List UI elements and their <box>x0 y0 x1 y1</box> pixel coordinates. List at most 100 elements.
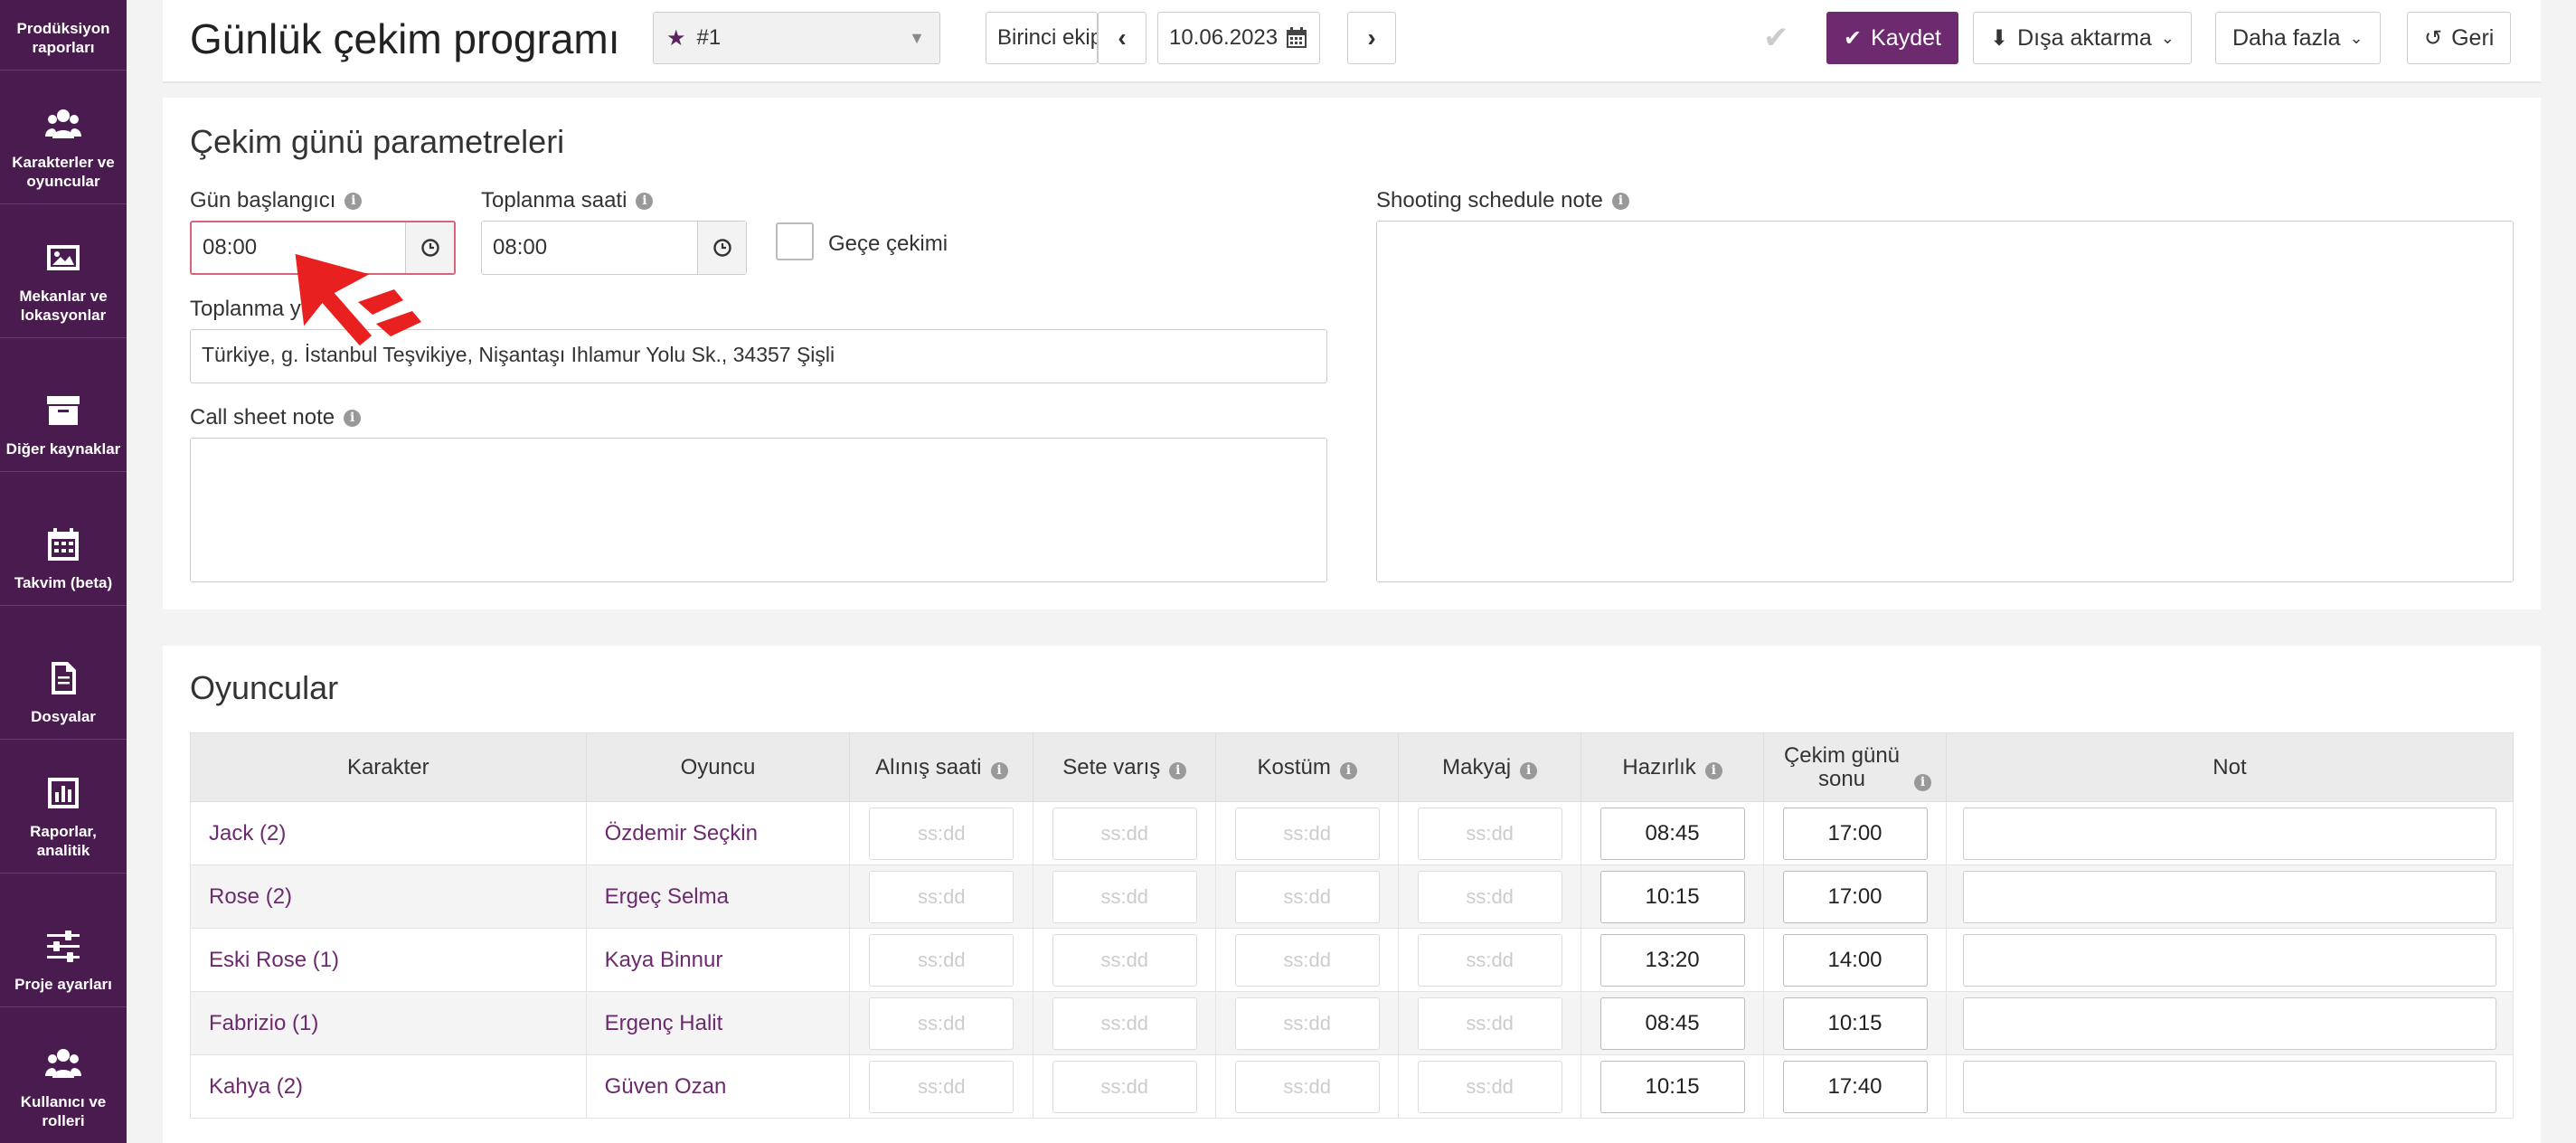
info-icon[interactable]: i <box>344 192 363 210</box>
chevron-down-icon: ⌄ <box>2160 28 2175 47</box>
actor-link[interactable]: Özdemir Seçkin <box>604 820 758 845</box>
star-icon: ★ <box>666 25 686 51</box>
column-header[interactable]: Not <box>1945 732 2515 802</box>
set-arrival-input[interactable]: ss:dd <box>1052 1060 1197 1113</box>
sidebar-item-calendar[interactable]: Takvim (beta) <box>0 472 127 606</box>
costume-input[interactable]: ss:dd <box>1234 1060 1380 1113</box>
back-button[interactable]: ↺ Geri <box>2407 12 2512 64</box>
pickup-time-input[interactable]: ss:dd <box>869 933 1014 987</box>
save-button[interactable]: ✔ Kaydet <box>1826 12 1958 64</box>
character-link[interactable]: Kahya (2) <box>209 1073 304 1099</box>
makeup-input[interactable]: ss:dd <box>1417 1060 1562 1113</box>
pickup-time-input[interactable]: ss:dd <box>869 997 1014 1050</box>
costume-input[interactable]: ss:dd <box>1234 933 1380 987</box>
actor-link[interactable]: Ergeç Selma <box>604 883 729 909</box>
clock-icon[interactable] <box>697 222 746 274</box>
sidebar-item-characters[interactable]: Karakterler ve oyuncular <box>0 71 127 204</box>
info-icon[interactable]: i <box>1169 761 1187 779</box>
character-link[interactable]: Fabrizio (1) <box>209 1010 319 1035</box>
note-input[interactable] <box>1962 933 2496 987</box>
actor-link[interactable]: Kaya Binnur <box>604 947 723 972</box>
version-select[interactable]: ★ #1 ▼ <box>653 12 940 64</box>
info-icon[interactable]: i <box>636 192 654 210</box>
column-header[interactable]: Çekim günü sonu i <box>1763 732 1947 802</box>
prev-date-button[interactable]: ‹ <box>1098 12 1146 64</box>
column-header-label: Kostüm <box>1257 754 1331 779</box>
note-input[interactable] <box>1962 997 2496 1050</box>
actor-cell: Özdemir Seçkin <box>585 801 850 865</box>
export-button[interactable]: ⬇ Dışa aktarma ⌄ <box>1973 12 2192 64</box>
clock-icon[interactable] <box>405 222 454 273</box>
note-input[interactable] <box>1962 1060 2496 1113</box>
sidebar-item-reports[interactable]: Raporlar, analitik <box>0 740 127 874</box>
column-header[interactable]: Kostüm i <box>1215 732 1400 802</box>
day-end-input[interactable]: 17:00 <box>1782 870 1928 923</box>
section-title: Çekim günü parametreleri <box>190 123 565 160</box>
set-arrival-input[interactable]: ss:dd <box>1052 997 1197 1050</box>
set-arrival-input[interactable]: ss:dd <box>1052 807 1197 860</box>
table-row: Jack (2) Özdemir Seçkin ss:dd ss:dd ss:dd ss:… <box>190 801 2515 865</box>
info-icon[interactable]: i <box>1339 761 1357 779</box>
info-icon[interactable]: i <box>1914 773 1931 791</box>
note-input[interactable] <box>1962 870 2496 923</box>
column-header[interactable]: Oyuncu <box>585 732 851 802</box>
info-icon[interactable]: i <box>990 761 1008 779</box>
prep-time-input[interactable]: 10:15 <box>1599 1060 1745 1113</box>
character-link[interactable]: Rose (2) <box>209 883 293 909</box>
column-header[interactable]: Sete varış i <box>1033 732 1217 802</box>
costume-input[interactable]: ss:dd <box>1234 870 1380 923</box>
column-header[interactable]: Karakter <box>190 732 587 802</box>
prep-time-input[interactable]: 08:45 <box>1599 807 1745 860</box>
prep-time-input[interactable]: 10:15 <box>1599 870 1745 923</box>
night-shoot-checkbox[interactable] <box>776 222 814 260</box>
prep-cell: 08:45 <box>1581 991 1764 1055</box>
actor-cell: Ergenç Halit <box>585 991 850 1055</box>
character-cell: Eski Rose (1) <box>190 928 587 992</box>
team-select[interactable]: Birinci ekip <box>986 12 1098 64</box>
call-sheet-note-textarea[interactable] <box>190 438 1327 582</box>
costume-input[interactable]: ss:dd <box>1234 997 1380 1050</box>
prep-time-input[interactable]: 08:45 <box>1599 997 1745 1050</box>
info-icon[interactable]: i <box>344 409 362 427</box>
date-input[interactable]: 10.06.2023 <box>1157 12 1320 64</box>
day-end-input[interactable]: 17:00 <box>1782 807 1928 860</box>
column-header[interactable]: Alınış saati i <box>849 732 1034 802</box>
column-header[interactable]: Makyaj i <box>1398 732 1582 802</box>
gathering-time-input[interactable]: 08:00 <box>481 221 747 275</box>
note-input[interactable] <box>1962 807 2496 860</box>
sidebar-item-other-resources[interactable]: Diğer kaynaklar <box>0 338 127 472</box>
pickup-time-input[interactable]: ss:dd <box>869 807 1014 860</box>
makeup-input[interactable]: ss:dd <box>1417 933 1562 987</box>
info-icon[interactable]: i <box>1704 761 1722 779</box>
sidebar-item-project-settings[interactable]: Proje ayarları <box>0 874 127 1007</box>
set-arrival-input[interactable]: ss:dd <box>1052 870 1197 923</box>
makeup-input[interactable]: ss:dd <box>1417 807 1562 860</box>
pickup-time-input[interactable]: ss:dd <box>869 1060 1014 1113</box>
info-icon[interactable]: i <box>1520 761 1538 779</box>
prep-time-input[interactable]: 13:20 <box>1599 933 1745 987</box>
day-end-input[interactable]: 14:00 <box>1782 933 1928 987</box>
costume-input[interactable]: ss:dd <box>1234 807 1380 860</box>
character-link[interactable]: Jack (2) <box>209 820 287 845</box>
calendar-icon[interactable] <box>1285 26 1308 50</box>
column-header[interactable]: Hazırlık i <box>1581 732 1765 802</box>
actor-link[interactable]: Ergenç Halit <box>604 1010 723 1035</box>
day-end-input[interactable]: 10:15 <box>1782 997 1928 1050</box>
makeup-input[interactable]: ss:dd <box>1417 997 1562 1050</box>
set-arrival-cell: ss:dd <box>1033 801 1216 865</box>
gathering-place-input[interactable]: Türkiye, g. İstanbul Teşvikiye, Nişantaş… <box>190 329 1327 383</box>
sidebar-item-files[interactable]: Dosyalar <box>0 606 127 740</box>
next-date-button[interactable]: › <box>1347 12 1396 64</box>
day-end-input[interactable]: 17:40 <box>1782 1060 1928 1113</box>
sidebar-item-production-reports[interactable]: Prodüksiyon raporları <box>0 0 127 71</box>
sidebar-item-locations[interactable]: Mekanlar ve lokasyonlar <box>0 204 127 338</box>
info-icon[interactable]: i <box>1611 192 1629 210</box>
more-button[interactable]: Daha fazla ⌄ <box>2215 12 2381 64</box>
makeup-input[interactable]: ss:dd <box>1417 870 1562 923</box>
schedule-note-textarea[interactable] <box>1376 221 2514 582</box>
character-link[interactable]: Eski Rose (1) <box>209 947 340 972</box>
sidebar-item-users[interactable]: Kullanıcı ve rolleri <box>0 1007 127 1143</box>
pickup-time-input[interactable]: ss:dd <box>869 870 1014 923</box>
set-arrival-input[interactable]: ss:dd <box>1052 933 1197 987</box>
actor-link[interactable]: Güven Ozan <box>604 1073 727 1099</box>
